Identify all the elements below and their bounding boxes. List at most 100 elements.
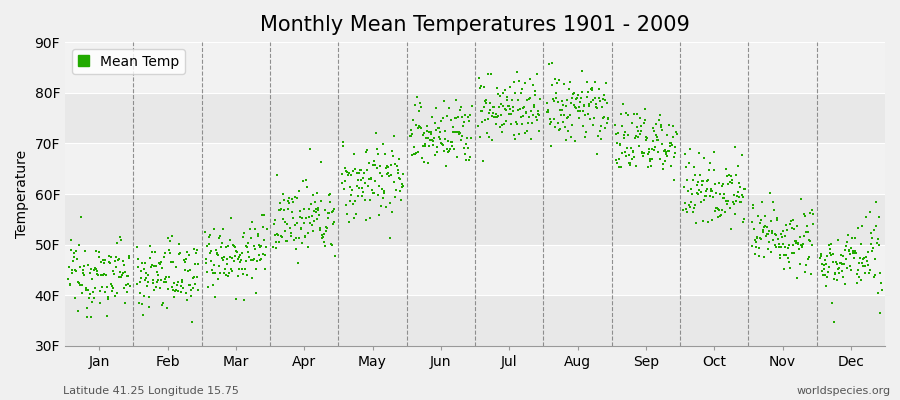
Point	[532, 128, 546, 134]
Point	[472, 134, 487, 140]
Point	[89, 248, 104, 254]
Point	[144, 264, 158, 270]
Point	[71, 278, 86, 285]
Point	[416, 143, 430, 150]
Point	[562, 112, 577, 118]
Point	[576, 108, 590, 114]
Point	[563, 100, 578, 106]
Point	[410, 149, 425, 155]
Point	[847, 254, 861, 261]
Point	[776, 228, 790, 234]
Point	[165, 232, 179, 239]
Point	[729, 172, 743, 179]
Point	[618, 152, 633, 159]
Point	[633, 115, 647, 121]
Point	[716, 181, 731, 187]
Point	[87, 267, 102, 273]
Point	[171, 288, 185, 295]
Point	[620, 145, 634, 152]
Point	[556, 101, 571, 108]
Point	[454, 136, 468, 143]
Point	[565, 95, 580, 101]
Point	[791, 241, 806, 247]
Point	[201, 284, 215, 290]
Point	[853, 241, 868, 247]
Point	[95, 256, 110, 263]
Point	[751, 212, 765, 219]
Point	[112, 256, 126, 262]
Point	[642, 146, 656, 152]
Bar	[65, 42, 885, 93]
Point	[116, 270, 130, 276]
Point	[723, 179, 737, 185]
Point	[414, 125, 428, 131]
Point	[442, 148, 456, 154]
Point	[553, 107, 567, 113]
Text: Latitude 41.25 Longitude 15.75: Latitude 41.25 Longitude 15.75	[63, 386, 238, 396]
Point	[842, 248, 856, 254]
Point	[757, 224, 771, 230]
Point	[755, 227, 770, 233]
Point	[383, 234, 398, 241]
Point	[176, 277, 190, 284]
Point	[717, 194, 732, 201]
Point	[368, 178, 382, 184]
Point	[780, 226, 795, 233]
Point	[306, 192, 320, 198]
Point	[367, 162, 382, 168]
Point	[321, 209, 336, 216]
Point	[79, 287, 94, 293]
Point	[445, 139, 459, 146]
Point	[754, 217, 769, 224]
Point	[98, 289, 112, 295]
Point	[633, 130, 647, 137]
Point	[598, 80, 613, 86]
Bar	[65, 245, 885, 295]
Point	[819, 283, 833, 289]
Point	[345, 187, 359, 193]
Point	[170, 282, 184, 288]
Point	[155, 264, 169, 271]
Point	[199, 256, 213, 262]
Point	[113, 234, 128, 240]
Point	[285, 209, 300, 216]
Point	[133, 268, 148, 274]
Point	[315, 232, 329, 238]
Point	[590, 100, 604, 107]
Point	[868, 272, 882, 278]
Point	[452, 130, 466, 137]
Point	[64, 237, 78, 244]
Point	[523, 95, 537, 101]
Point	[795, 242, 809, 248]
Point	[148, 263, 163, 269]
Point	[834, 261, 849, 267]
Point	[688, 171, 702, 178]
Point	[583, 116, 598, 122]
Point	[678, 151, 692, 157]
Point	[528, 114, 543, 120]
Point	[178, 259, 193, 266]
Point	[65, 270, 79, 277]
Point	[242, 226, 256, 232]
Point	[721, 181, 735, 187]
Point	[788, 238, 803, 244]
Point	[658, 147, 672, 153]
Point	[80, 305, 94, 311]
Point	[324, 241, 338, 248]
Point	[412, 108, 427, 114]
Point	[829, 259, 843, 266]
Point	[163, 238, 177, 244]
Point	[318, 242, 332, 249]
Point	[778, 244, 793, 250]
Point	[114, 236, 129, 243]
Point	[287, 222, 302, 228]
Point	[266, 221, 281, 228]
Point	[160, 304, 175, 311]
Point	[84, 266, 98, 272]
Point	[842, 247, 856, 254]
Point	[772, 241, 787, 247]
Point	[349, 170, 364, 176]
Point	[343, 198, 357, 204]
Point	[871, 290, 886, 296]
Point	[178, 256, 193, 262]
